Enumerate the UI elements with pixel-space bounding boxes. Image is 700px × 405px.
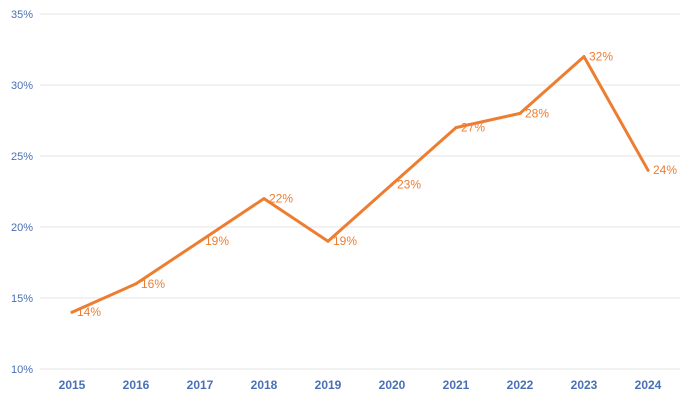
data-label: 28% bbox=[525, 106, 549, 120]
data-point bbox=[646, 168, 650, 172]
data-label: 16% bbox=[141, 277, 165, 291]
y-tick-label: 30% bbox=[11, 80, 33, 92]
data-label: 32% bbox=[589, 50, 613, 64]
x-tick-label: 2021 bbox=[443, 378, 470, 392]
data-point bbox=[390, 182, 394, 186]
data-label: 23% bbox=[397, 177, 421, 191]
gridlines bbox=[40, 13, 680, 370]
x-tick-label: 2018 bbox=[251, 378, 278, 392]
series-layer bbox=[70, 55, 650, 314]
x-axis-ticks: 2015 2016 2017 2018 2019 2020 2021 2022 2023 2024 bbox=[59, 378, 662, 392]
data-label: 19% bbox=[333, 234, 357, 248]
data-label: 24% bbox=[653, 163, 677, 177]
y-tick-label: 20% bbox=[11, 222, 33, 234]
data-point bbox=[262, 197, 266, 201]
data-label: 27% bbox=[461, 121, 485, 135]
x-tick-label: 2016 bbox=[123, 378, 150, 392]
x-tick-label: 2015 bbox=[59, 378, 86, 392]
x-tick-label: 2022 bbox=[507, 378, 534, 392]
y-tick-label: 10% bbox=[11, 364, 33, 376]
data-point bbox=[198, 239, 202, 243]
y-tick-label: 15% bbox=[11, 293, 33, 305]
data-point bbox=[70, 310, 74, 314]
data-label: 14% bbox=[77, 305, 101, 319]
y-tick-label: 35% bbox=[11, 9, 33, 21]
data-label: 19% bbox=[205, 234, 229, 248]
x-tick-label: 2024 bbox=[635, 378, 662, 392]
x-tick-label: 2017 bbox=[187, 378, 214, 392]
y-tick-label: 25% bbox=[11, 151, 33, 163]
x-tick-label: 2023 bbox=[571, 378, 598, 392]
data-point bbox=[134, 282, 138, 286]
y-axis-ticks: 10% 15% 20% 25% 30% 35% bbox=[11, 9, 33, 376]
x-tick-label: 2019 bbox=[315, 378, 342, 392]
data-point bbox=[582, 55, 586, 59]
data-point bbox=[518, 111, 522, 115]
series-line bbox=[70, 55, 650, 314]
data-point bbox=[454, 126, 458, 130]
data-label: 22% bbox=[269, 192, 293, 206]
data-labels: 14% 16% 19% 22% 19% 23% 27% 28% 32% 24% bbox=[77, 50, 677, 320]
x-tick-label: 2020 bbox=[379, 378, 406, 392]
data-point bbox=[326, 239, 330, 243]
